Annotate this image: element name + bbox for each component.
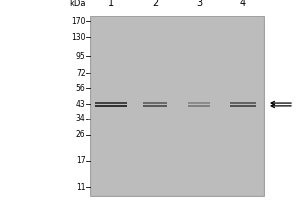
Text: 4: 4 [240,0,246,8]
Bar [95,105,127,107]
Bar [188,105,210,107]
Bar [143,102,167,104]
Text: kDa: kDa [69,0,85,8]
Bar [230,105,256,107]
Text: 43: 43 [76,100,85,109]
Text: 17: 17 [76,156,86,165]
Bar [143,105,167,107]
Text: 1: 1 [108,0,114,8]
Bar [95,102,127,104]
Text: 170: 170 [71,17,85,26]
Text: 56: 56 [76,84,85,93]
Bar [230,102,256,104]
Text: 11: 11 [76,183,86,192]
Text: 2: 2 [152,0,158,8]
Text: 3: 3 [196,0,202,8]
Bar [90,16,264,196]
Bar [188,102,210,104]
Text: 26: 26 [76,130,86,139]
Text: 72: 72 [76,69,86,78]
Text: 130: 130 [71,33,85,42]
Bar [92,17,262,195]
Text: 95: 95 [76,52,85,61]
Text: 34: 34 [76,114,85,123]
